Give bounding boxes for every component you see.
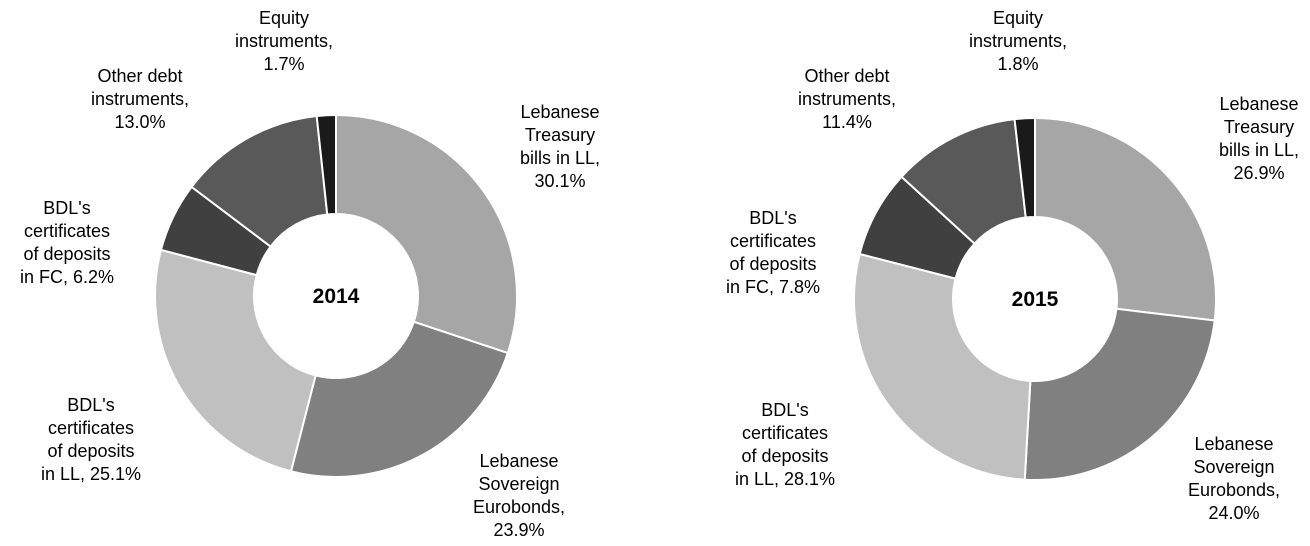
slice-label: Equity instruments, 1.8%	[969, 8, 1067, 74]
slice-label-line: BDL's	[67, 395, 114, 415]
slice-label-line: Equity	[993, 8, 1043, 28]
donut-chart-2015: Lebanese Treasury bills in LL, 26.9%Lebanes…	[726, 8, 1299, 523]
slice-label-line: BDL's	[761, 400, 808, 420]
slice-label-line: Sovereign	[1193, 457, 1274, 477]
slice-label-line: of deposits	[47, 441, 134, 461]
slice-label: Lebanese Sovereign Eurobonds, 23.9%	[473, 451, 565, 540]
chart-center-title: 2015	[1012, 288, 1059, 311]
slice-label-line: 26.9%	[1233, 163, 1284, 183]
slice-label-line: certificates	[48, 418, 134, 438]
slice-label-line: 1.7%	[263, 54, 304, 74]
slice-label-line: Eurobonds,	[473, 497, 565, 517]
slice-label-line: in FC, 6.2%	[20, 267, 114, 287]
slice-label-line: of deposits	[23, 244, 110, 264]
slice-label-line: of deposits	[729, 254, 816, 274]
slice-label-line: Lebanese	[520, 102, 599, 122]
slice-label: BDL's certificates of deposits in FC, 6.2%	[20, 198, 114, 287]
donut-chart-2014: Lebanese Treasury bills in LL, 30.1%Lebanes…	[20, 8, 600, 540]
slice-label-line: Lebanese	[1194, 434, 1273, 454]
slice-label-line: 24.0%	[1208, 503, 1259, 523]
slice-label-line: instruments,	[235, 31, 333, 51]
slice-label-line: certificates	[730, 231, 816, 251]
slice-label-line: instruments,	[798, 89, 896, 109]
slice-label: BDL's certificates of deposits in LL, 28.1%	[735, 400, 835, 489]
slice-label-line: Lebanese	[479, 451, 558, 471]
slice-label: Other debt instruments, 11.4%	[798, 66, 896, 132]
slice-label: BDL's certificates of deposits in LL, 25.1%	[41, 395, 141, 484]
slice-label: Lebanese Treasury bills in LL, 30.1%	[520, 102, 600, 191]
slice-label-line: 13.0%	[114, 112, 165, 132]
slice-label: BDL's certificates of deposits in FC, 7.8%	[726, 208, 820, 297]
donut-slice	[1023, 307, 1216, 481]
slice-label-line: BDL's	[43, 198, 90, 218]
slice-label-line: Other debt	[804, 66, 889, 86]
chart-center-title: 2014	[313, 285, 360, 308]
slice-label-line: certificates	[742, 423, 828, 443]
slice-label-line: in LL, 28.1%	[735, 469, 835, 489]
slice-label-line: bills in LL,	[1219, 140, 1299, 160]
slice-label-line: BDL's	[749, 208, 796, 228]
slice-label-line: instruments,	[91, 89, 189, 109]
slice-label-line: Treasury	[525, 125, 595, 145]
donut-slice	[289, 320, 510, 478]
slice-label-line: 1.8%	[997, 54, 1038, 74]
donut-hole	[953, 217, 1117, 381]
slice-label-line: bills in LL,	[520, 148, 600, 168]
slice-label-line: Sovereign	[478, 474, 559, 494]
slice-label-line: of deposits	[741, 446, 828, 466]
slice-label-line: instruments,	[969, 31, 1067, 51]
slice-label-line: 30.1%	[534, 171, 585, 191]
slice-label-line: Other debt	[97, 66, 182, 86]
slice-label-line: Eurobonds,	[1188, 480, 1280, 500]
slice-label-line: 23.9%	[493, 520, 544, 540]
slice-label-line: Equity	[259, 8, 309, 28]
donut-hole	[254, 214, 418, 378]
slice-label: Other debt instruments, 13.0%	[91, 66, 189, 132]
slice-label: Lebanese Sovereign Eurobonds, 24.0%	[1188, 434, 1280, 523]
slice-label: Equity instruments, 1.7%	[235, 8, 333, 74]
slice-label-line: Lebanese	[1219, 94, 1298, 114]
slice-label-line: certificates	[24, 221, 110, 241]
slice-label: Lebanese Treasury bills in LL, 26.9%	[1219, 94, 1299, 183]
slice-label-line: 11.4%	[822, 112, 872, 132]
slice-label-line: in FC, 7.8%	[726, 277, 820, 297]
slice-label-line: Treasury	[1224, 117, 1294, 137]
slice-label-line: in LL, 25.1%	[41, 464, 141, 484]
